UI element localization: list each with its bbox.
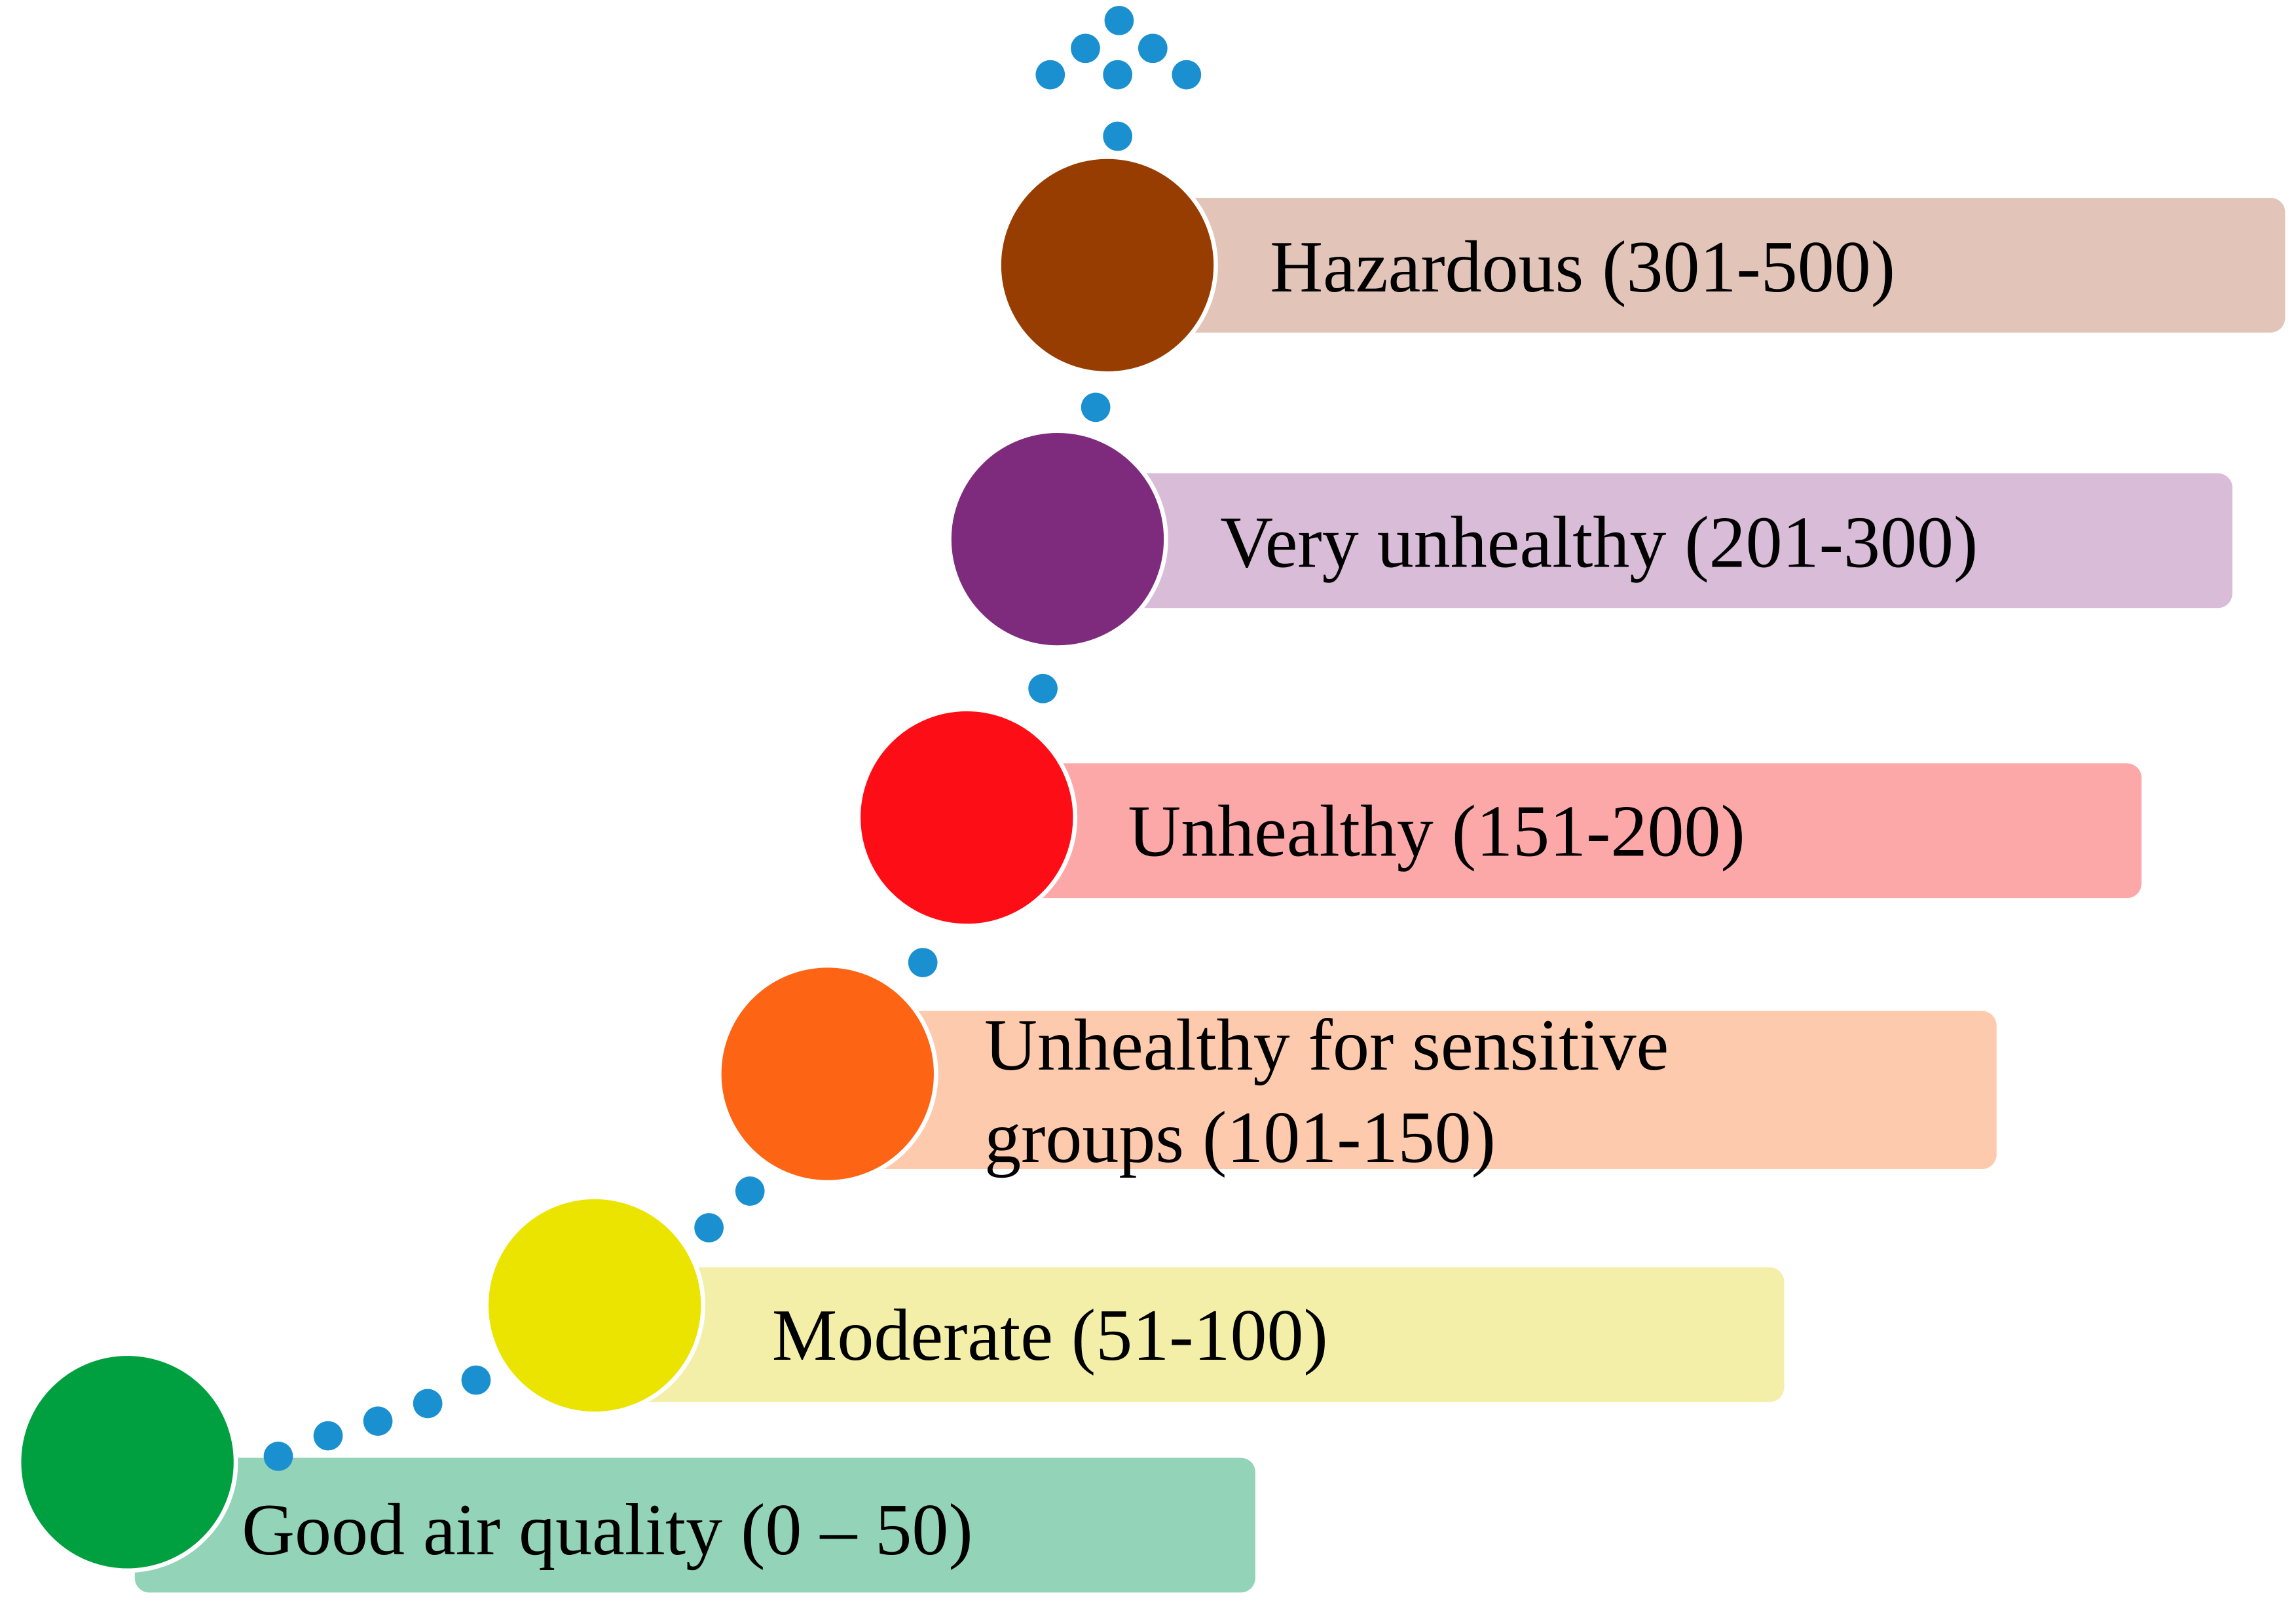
connector-dots bbox=[263, 5, 1202, 1471]
connector-dot bbox=[908, 948, 938, 977]
circles-layer bbox=[16, 154, 1218, 1573]
connector-dot bbox=[363, 1406, 393, 1436]
connector-dot bbox=[1104, 5, 1134, 35]
level-circle bbox=[716, 963, 938, 1185]
level-label: Very unhealthy (201-300) bbox=[1220, 502, 1978, 584]
level-label: Unhealthy (151-200) bbox=[1128, 791, 1745, 872]
level-bar bbox=[857, 1011, 1997, 1169]
level-bar bbox=[1136, 197, 2286, 333]
bars-layer bbox=[134, 197, 2286, 1593]
level-circle bbox=[484, 1195, 706, 1416]
level-label: Hazardous (301-500) bbox=[1270, 227, 1895, 308]
connector-dot bbox=[694, 1213, 724, 1243]
connector-dot bbox=[1103, 60, 1133, 90]
level-circle bbox=[997, 154, 1218, 376]
level-bar bbox=[1086, 473, 2232, 608]
level-bar bbox=[134, 1457, 1255, 1593]
connector-dot bbox=[1071, 33, 1100, 64]
connector-dot bbox=[313, 1421, 343, 1451]
level-label: Unhealthy for sensitive bbox=[984, 1005, 1669, 1086]
connector-dot bbox=[1035, 60, 1065, 90]
level-label: Good air quality (0 – 50) bbox=[242, 1489, 973, 1571]
labels-layer: Good air quality (0 – 50) Moderate (51-10… bbox=[242, 227, 1978, 1571]
level-label: Moderate (51-100) bbox=[772, 1295, 1328, 1376]
level-circle bbox=[947, 428, 1168, 650]
level-label: groups (101-150) bbox=[984, 1097, 1496, 1178]
connector-dot bbox=[1138, 33, 1168, 64]
connector-dot bbox=[735, 1176, 765, 1206]
connector-dot bbox=[1172, 60, 1202, 90]
connector-dot bbox=[1103, 121, 1133, 151]
level-circle bbox=[856, 707, 1078, 929]
level-bar bbox=[996, 763, 2142, 899]
level-bar bbox=[615, 1267, 1785, 1402]
level-circle bbox=[16, 1351, 238, 1573]
connector-dot bbox=[263, 1442, 293, 1471]
connector-dot bbox=[1081, 392, 1111, 422]
connector-dot bbox=[461, 1365, 491, 1395]
connector-dot bbox=[413, 1389, 443, 1419]
connector-dot bbox=[1028, 673, 1058, 703]
